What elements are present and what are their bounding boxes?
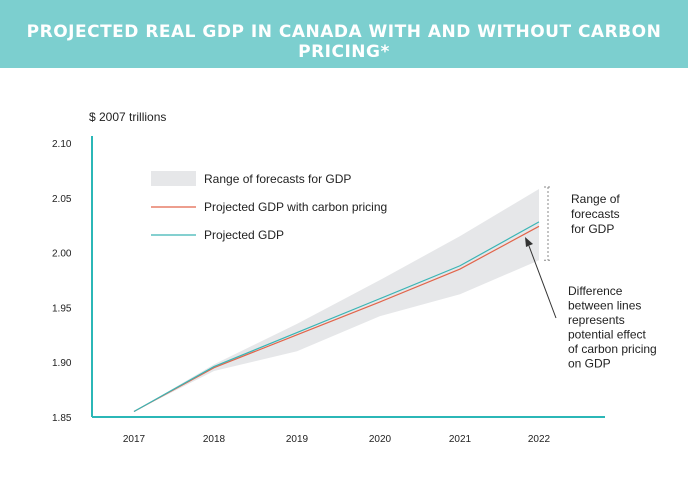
- x-tick-label: 2022: [528, 434, 551, 445]
- series-line-projected-gdp: [133, 221, 540, 413]
- difference-annotation-line: between lines: [568, 299, 641, 313]
- legend-label-range: Range of forecasts for GDP: [204, 172, 351, 186]
- title-banner: PROJECTED REAL GDP IN CANADA WITH AND WI…: [0, 0, 688, 68]
- difference-annotation-line: represents: [568, 313, 625, 327]
- range-annotation-line: Range of: [571, 192, 620, 206]
- x-tick-label: 2021: [449, 434, 472, 445]
- y-tick-label: 2.10: [52, 139, 72, 150]
- range-annotation-line: for GDP: [571, 222, 614, 236]
- y-tick-label: 1.90: [52, 358, 72, 369]
- range-annotation-line: forecasts: [571, 207, 620, 221]
- legend-swatch-range: [151, 171, 196, 186]
- y-tick-label: 2.05: [52, 194, 72, 205]
- difference-annotation-line: Difference: [568, 284, 623, 298]
- y-axis-label: $ 2007 trillions: [89, 110, 166, 124]
- x-tick-label: 2019: [286, 434, 309, 445]
- legend-label-carbon-pricing: Projected GDP with carbon pricing: [204, 200, 387, 214]
- chart-title: PROJECTED REAL GDP IN CANADA WITH AND WI…: [26, 22, 662, 62]
- legend-label-projected-gdp: Projected GDP: [204, 228, 284, 242]
- y-tick-label: 1.95: [52, 303, 72, 314]
- difference-annotation-line: on GDP: [568, 357, 611, 371]
- y-tick-label: 2.00: [52, 249, 72, 260]
- series-line-carbon-pricing: [133, 225, 540, 413]
- difference-arrow-head: [525, 237, 533, 247]
- y-tick-label: 1.85: [52, 413, 72, 424]
- x-tick-label: 2017: [123, 434, 146, 445]
- forecast-range-band: [134, 189, 539, 412]
- difference-annotation-line: of carbon pricing: [568, 342, 657, 356]
- x-tick-label: 2020: [369, 434, 392, 445]
- x-tick-label: 2018: [203, 434, 226, 445]
- difference-annotation-line: potential effect: [568, 328, 647, 342]
- difference-arrow-line: [528, 245, 557, 319]
